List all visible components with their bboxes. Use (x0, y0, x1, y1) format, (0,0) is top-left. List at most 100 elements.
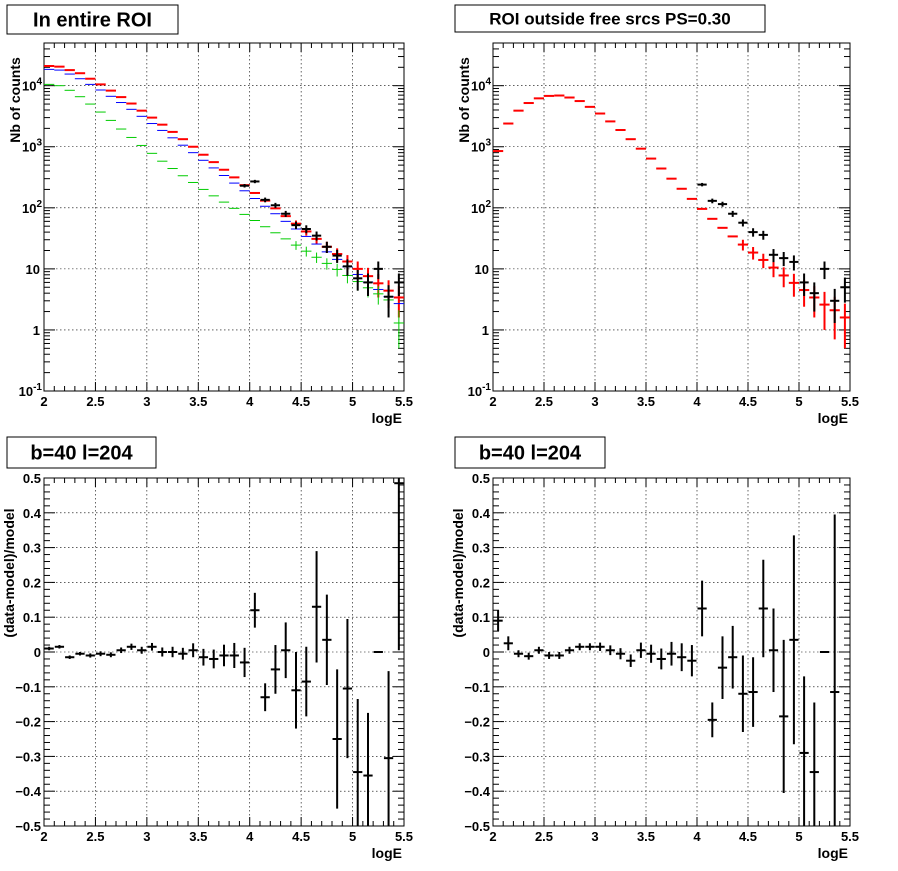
data-layer (44, 65, 404, 349)
x-tick-label: 3.5 (189, 829, 207, 844)
y-tick-label: 0.2 (23, 575, 41, 590)
x-tick-label: 5 (349, 829, 356, 844)
y-tick-label: −0.3 (15, 749, 41, 764)
x-tick-label: 2 (40, 829, 47, 844)
y-tick-label: 1 (482, 323, 489, 338)
x-tick-label: 5.5 (841, 829, 859, 844)
y-axis-title: Nb of counts (7, 57, 23, 143)
y-axis-title: (data-model)/model (1, 508, 17, 637)
series-1 (44, 478, 404, 826)
x-tick-label: 4 (693, 829, 701, 844)
series-2 (44, 68, 404, 305)
chart-title: ROI outside free srcs PS=0.30 (489, 10, 730, 29)
series-1 (493, 514, 840, 826)
y-axis-title: (data-model)/model (450, 508, 466, 637)
y-tick-label: 10-1 (468, 382, 492, 399)
x-tick-label: 5 (795, 829, 802, 844)
chart-title-box (454, 436, 606, 469)
y-tick-label: 102 (471, 199, 491, 216)
data-layer (493, 514, 840, 826)
chart-title-box (6, 4, 179, 35)
x-tick-label: 2.5 (535, 829, 553, 844)
y-tick-label: 0 (483, 645, 490, 660)
y-tick-label: −0.4 (464, 784, 490, 799)
x-tick-label: 4.5 (739, 394, 757, 409)
x-tick-label: 5 (349, 394, 356, 409)
x-tick-label: 4.5 (292, 829, 310, 844)
chart-title-box (6, 436, 157, 469)
x-tick-label: 4 (693, 394, 701, 409)
data-layer (493, 94, 850, 349)
x-tick-label: 2.5 (86, 829, 104, 844)
y-tick-label: 0.3 (472, 541, 490, 556)
x-tick-label: 4 (246, 829, 254, 844)
y-tick-label: 0.1 (23, 610, 41, 625)
y-tick-label: 0.2 (472, 575, 490, 590)
plot-frame (43, 42, 405, 392)
x-tick-label: 3 (143, 394, 150, 409)
y-tick-label: −0.5 (15, 819, 41, 834)
y-tick-label: 0.5 (23, 471, 41, 486)
x-axis-title: logE (372, 410, 402, 426)
plot-panel-2: ROI outside free srcs PS=0.30 2 2.5 3 3.5 4 4.… (454, 4, 859, 426)
data-layer (44, 478, 404, 826)
x-tick-label: 4.5 (292, 394, 310, 409)
x-tick-label: 4.5 (739, 829, 757, 844)
series-1 (44, 65, 404, 318)
x-tick-label: 2 (489, 394, 496, 409)
x-tick-label: 3 (591, 394, 598, 409)
y-axis-title: Nb of counts (456, 57, 472, 143)
y-tick-label: −0.5 (464, 819, 490, 834)
y-tick-label: −0.1 (464, 680, 490, 695)
y-tick-label: 103 (22, 138, 42, 155)
y-tick-label: 102 (22, 199, 42, 216)
x-tick-label: 3.5 (637, 829, 655, 844)
y-tick-label: 104 (22, 77, 42, 94)
y-tick-label: 0.5 (472, 471, 490, 486)
x-axis-title: logE (818, 410, 848, 426)
y-tick-label: 0.4 (472, 506, 491, 521)
x-tick-label: 3.5 (189, 394, 207, 409)
x-axis-title: logE (818, 845, 848, 861)
y-tick-label: 0.4 (23, 506, 42, 521)
y-tick-label: 104 (471, 77, 491, 94)
y-tick-label: 103 (471, 138, 491, 155)
x-tick-label: 2.5 (535, 394, 553, 409)
x-tick-label: 4 (246, 394, 254, 409)
x-tick-label: 2.5 (86, 394, 104, 409)
x-tick-label: 5.5 (395, 394, 413, 409)
series-1 (493, 94, 850, 349)
chart-title: In entire ROI (33, 10, 152, 32)
series-4 (239, 179, 404, 318)
series-2 (697, 182, 850, 323)
y-tick-label: −0.3 (464, 749, 490, 764)
y-tick-label: 10 (475, 262, 489, 277)
chart-title: b=40 l=204 (30, 443, 133, 465)
y-tick-label: 0.3 (23, 541, 41, 556)
x-tick-label: 3 (591, 829, 598, 844)
y-tick-label: −0.2 (15, 715, 41, 730)
y-tick-label: −0.4 (15, 784, 41, 799)
x-axis-title: logE (372, 845, 402, 861)
x-tick-label: 5.5 (395, 829, 413, 844)
x-tick-label: 5.5 (841, 394, 859, 409)
series-3 (44, 83, 404, 349)
y-tick-label: 0 (34, 645, 41, 660)
y-tick-label: 1 (33, 323, 40, 338)
x-tick-label: 2 (489, 829, 496, 844)
y-tick-label: 10-1 (19, 382, 43, 399)
x-tick-label: 5 (795, 394, 802, 409)
y-tick-label: 0.1 (472, 610, 490, 625)
y-tick-label: −0.1 (15, 680, 41, 695)
chart-title: b=40 l=204 (479, 443, 582, 465)
x-tick-label: 3 (143, 829, 150, 844)
y-tick-label: −0.2 (464, 715, 490, 730)
chart-title-box (454, 4, 766, 33)
y-tick-label: 10 (26, 262, 40, 277)
x-tick-label: 2 (40, 394, 47, 409)
x-tick-label: 3.5 (637, 394, 655, 409)
